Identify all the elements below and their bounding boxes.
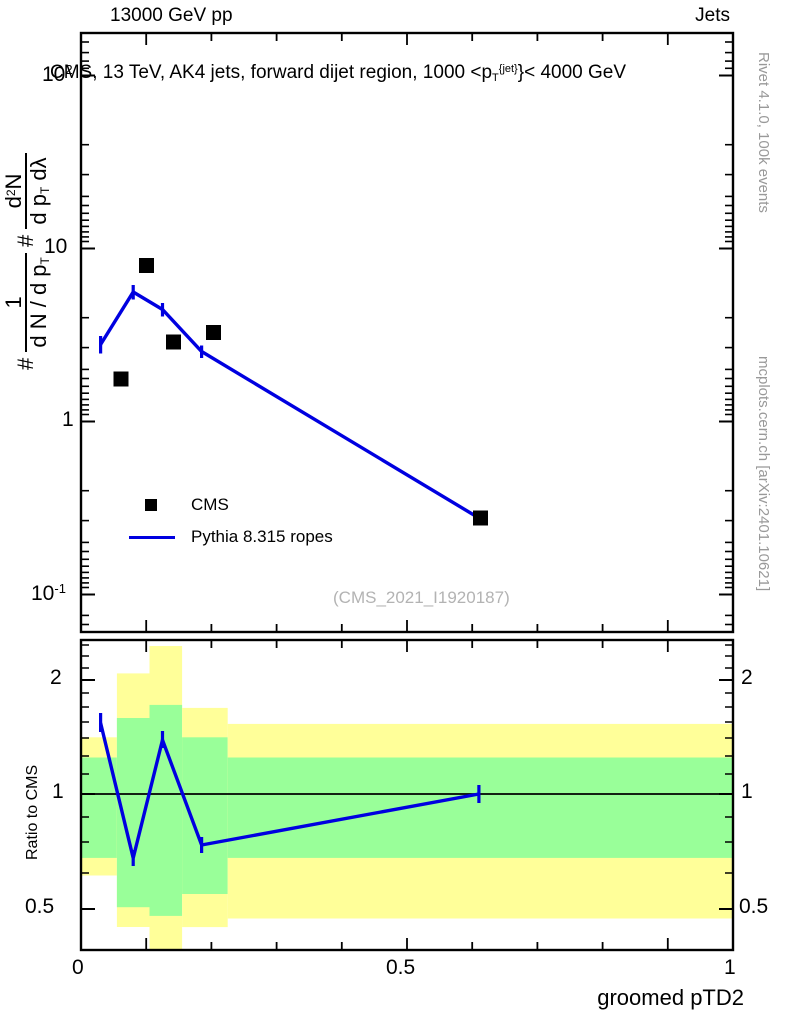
analysis-id-watermark: (CMS_2021_I1920187) (333, 588, 510, 607)
ytick-label-1e-1: 10-1 (31, 581, 66, 605)
ratio-ytick-label-05-right: 0.5 (739, 895, 769, 918)
ratio-series-errorbars (98, 713, 481, 866)
xtick-label-1: 1 (724, 956, 736, 979)
ratio-panel-group (81, 640, 733, 950)
ratio-x-ticks (145, 640, 669, 950)
ytick-label-1e1: 10 (44, 235, 68, 258)
main-panel-minor-ticks (81, 41, 733, 626)
ratio-panel-frame (79, 638, 735, 952)
ytick-label-1e2: 102 (42, 62, 73, 86)
main-panel-group (81, 33, 733, 632)
ratio-ytick-label-2-right: 2 (741, 666, 753, 689)
legend-entry-cms: CMS (145, 495, 229, 515)
ratio-major-ticks (81, 679, 733, 910)
xtick-label-0: 0 (72, 956, 84, 979)
legend-marker-square-icon (145, 499, 157, 511)
main-panel-frame (79, 31, 735, 634)
ratio-y-axis-title: Ratio to CMS (24, 764, 41, 860)
legend-marker-line-icon (129, 535, 175, 539)
ratio-ytick-label-1-right: 1 (741, 780, 753, 803)
series-pythia-line (99, 289, 480, 520)
main-panel-major-ticks (81, 74, 733, 596)
ratio-minor-ticks (81, 644, 733, 874)
legend-entry-pythia: Pythia 8.315 ropes (129, 527, 333, 547)
legend-label-pythia: Pythia 8.315 ropes (191, 527, 333, 546)
xtick-label-05: 0.5 (386, 956, 416, 979)
ratio-ytick-label-05-left: 0.5 (25, 895, 55, 918)
header-left-beam-info: 13000 GeV pp (110, 5, 233, 26)
ytick-label-1e0: 1 (62, 408, 74, 431)
header-right-category: Jets (695, 5, 730, 26)
plot-title: CMS, 13 TeV, AK4 jets, forward dijet reg… (50, 62, 627, 84)
ratio-uncertainty-bands (82, 646, 732, 949)
ratio-ytick-label-1-left: 1 (52, 780, 64, 803)
series-cms-markers (113, 258, 488, 526)
legend-label-cms: CMS (191, 495, 229, 514)
ratio-ytick-label-2-left: 2 (50, 666, 62, 689)
main-panel-x-ticks (145, 33, 669, 632)
x-axis-title: groomed pTD2 (597, 985, 744, 1010)
